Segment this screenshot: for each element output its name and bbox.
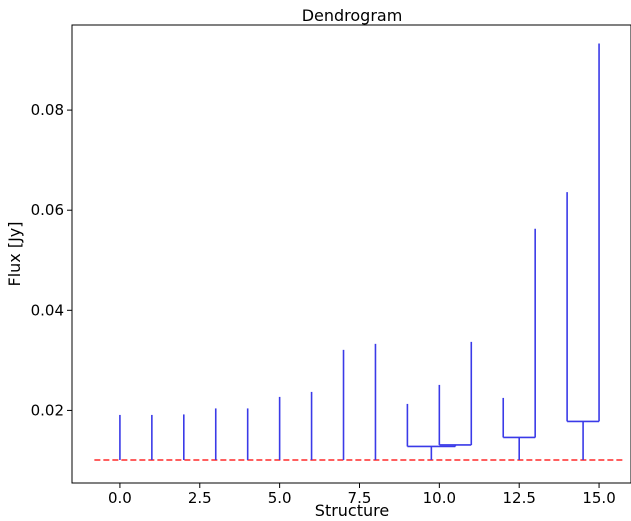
x-axis-ticks: 0.0 2.5 5.0 7.5 10.0 12.5 15.0 — [108, 483, 616, 507]
chart-title: Dendrogram — [302, 6, 403, 25]
x-tick-label: 12.5 — [502, 489, 535, 507]
dendrogram-leaves — [119, 43, 600, 460]
y-tick-label: 0.06 — [31, 201, 64, 219]
plot-frame — [71, 24, 631, 484]
x-tick-label: 10.0 — [423, 489, 456, 507]
x-tick-label: 7.5 — [348, 489, 372, 507]
plot-area: 0.0 2.5 5.0 7.5 10.0 12.5 15.0 0.020.040.060.0… — [31, 24, 631, 507]
x-tick-label: 5.0 — [268, 489, 292, 507]
x-tick-label: 0.0 — [108, 489, 132, 507]
y-axis-label: Flux [Jy] — [5, 221, 24, 286]
y-tick-label: 0.04 — [31, 301, 64, 319]
y-tick-label: 0.02 — [31, 401, 64, 419]
x-axis-label: Structure — [315, 501, 389, 520]
y-axis-ticks: 0.02 0.04 0.06 0.08 — [31, 101, 72, 419]
x-tick-label: 15.0 — [582, 489, 615, 507]
x-tick-label: 2.5 — [188, 489, 212, 507]
y-tick-label: 0.08 — [31, 101, 64, 119]
dendrogram-branches — [407, 420, 600, 460]
